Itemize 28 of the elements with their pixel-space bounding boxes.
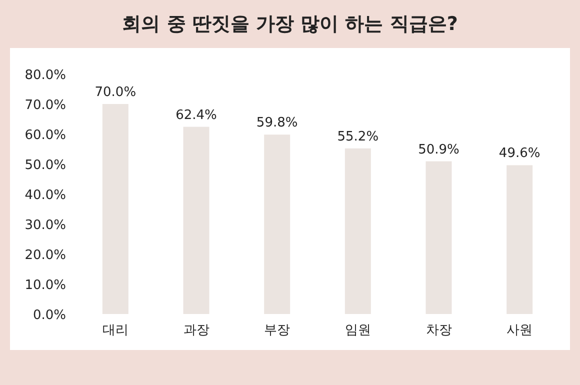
y-tick-label: 50.0%	[24, 158, 66, 173]
bar	[183, 126, 210, 314]
chart-title: 회의 중 딴짓을 가장 많이 하는 직급은?	[122, 13, 458, 35]
x-tick-label: 대리	[102, 323, 128, 338]
y-tick-label: 70.0%	[24, 98, 66, 113]
data-label: 59.8%	[256, 116, 298, 131]
bar	[344, 148, 371, 314]
data-label: 62.4%	[176, 108, 217, 123]
data-label: 49.6%	[498, 146, 540, 162]
bar	[264, 134, 290, 314]
y-tick-label: 30.0%	[24, 218, 66, 233]
y-tick-label: 20.0%	[24, 248, 66, 263]
x-tick-label: 사원	[506, 323, 533, 338]
data-label: 50.9%	[418, 142, 460, 158]
data-label: 55.2%	[337, 129, 379, 144]
bar	[102, 104, 128, 314]
y-tick-label: 80.0%	[24, 68, 66, 83]
x-tick-label: 임원	[344, 323, 371, 338]
y-tick-label: 40.0%	[24, 188, 66, 203]
data-label: 70.0%	[94, 85, 136, 100]
y-tick-label: 10.0%	[24, 278, 66, 293]
x-tick-label: 차장	[426, 323, 452, 338]
y-tick-label: 60.0%	[24, 128, 66, 143]
y-tick-label: 0.0%	[32, 308, 66, 323]
x-tick-label: 부장	[264, 323, 290, 338]
x-tick-label: 과장	[183, 323, 210, 338]
bar	[426, 161, 452, 314]
bar	[506, 165, 533, 314]
